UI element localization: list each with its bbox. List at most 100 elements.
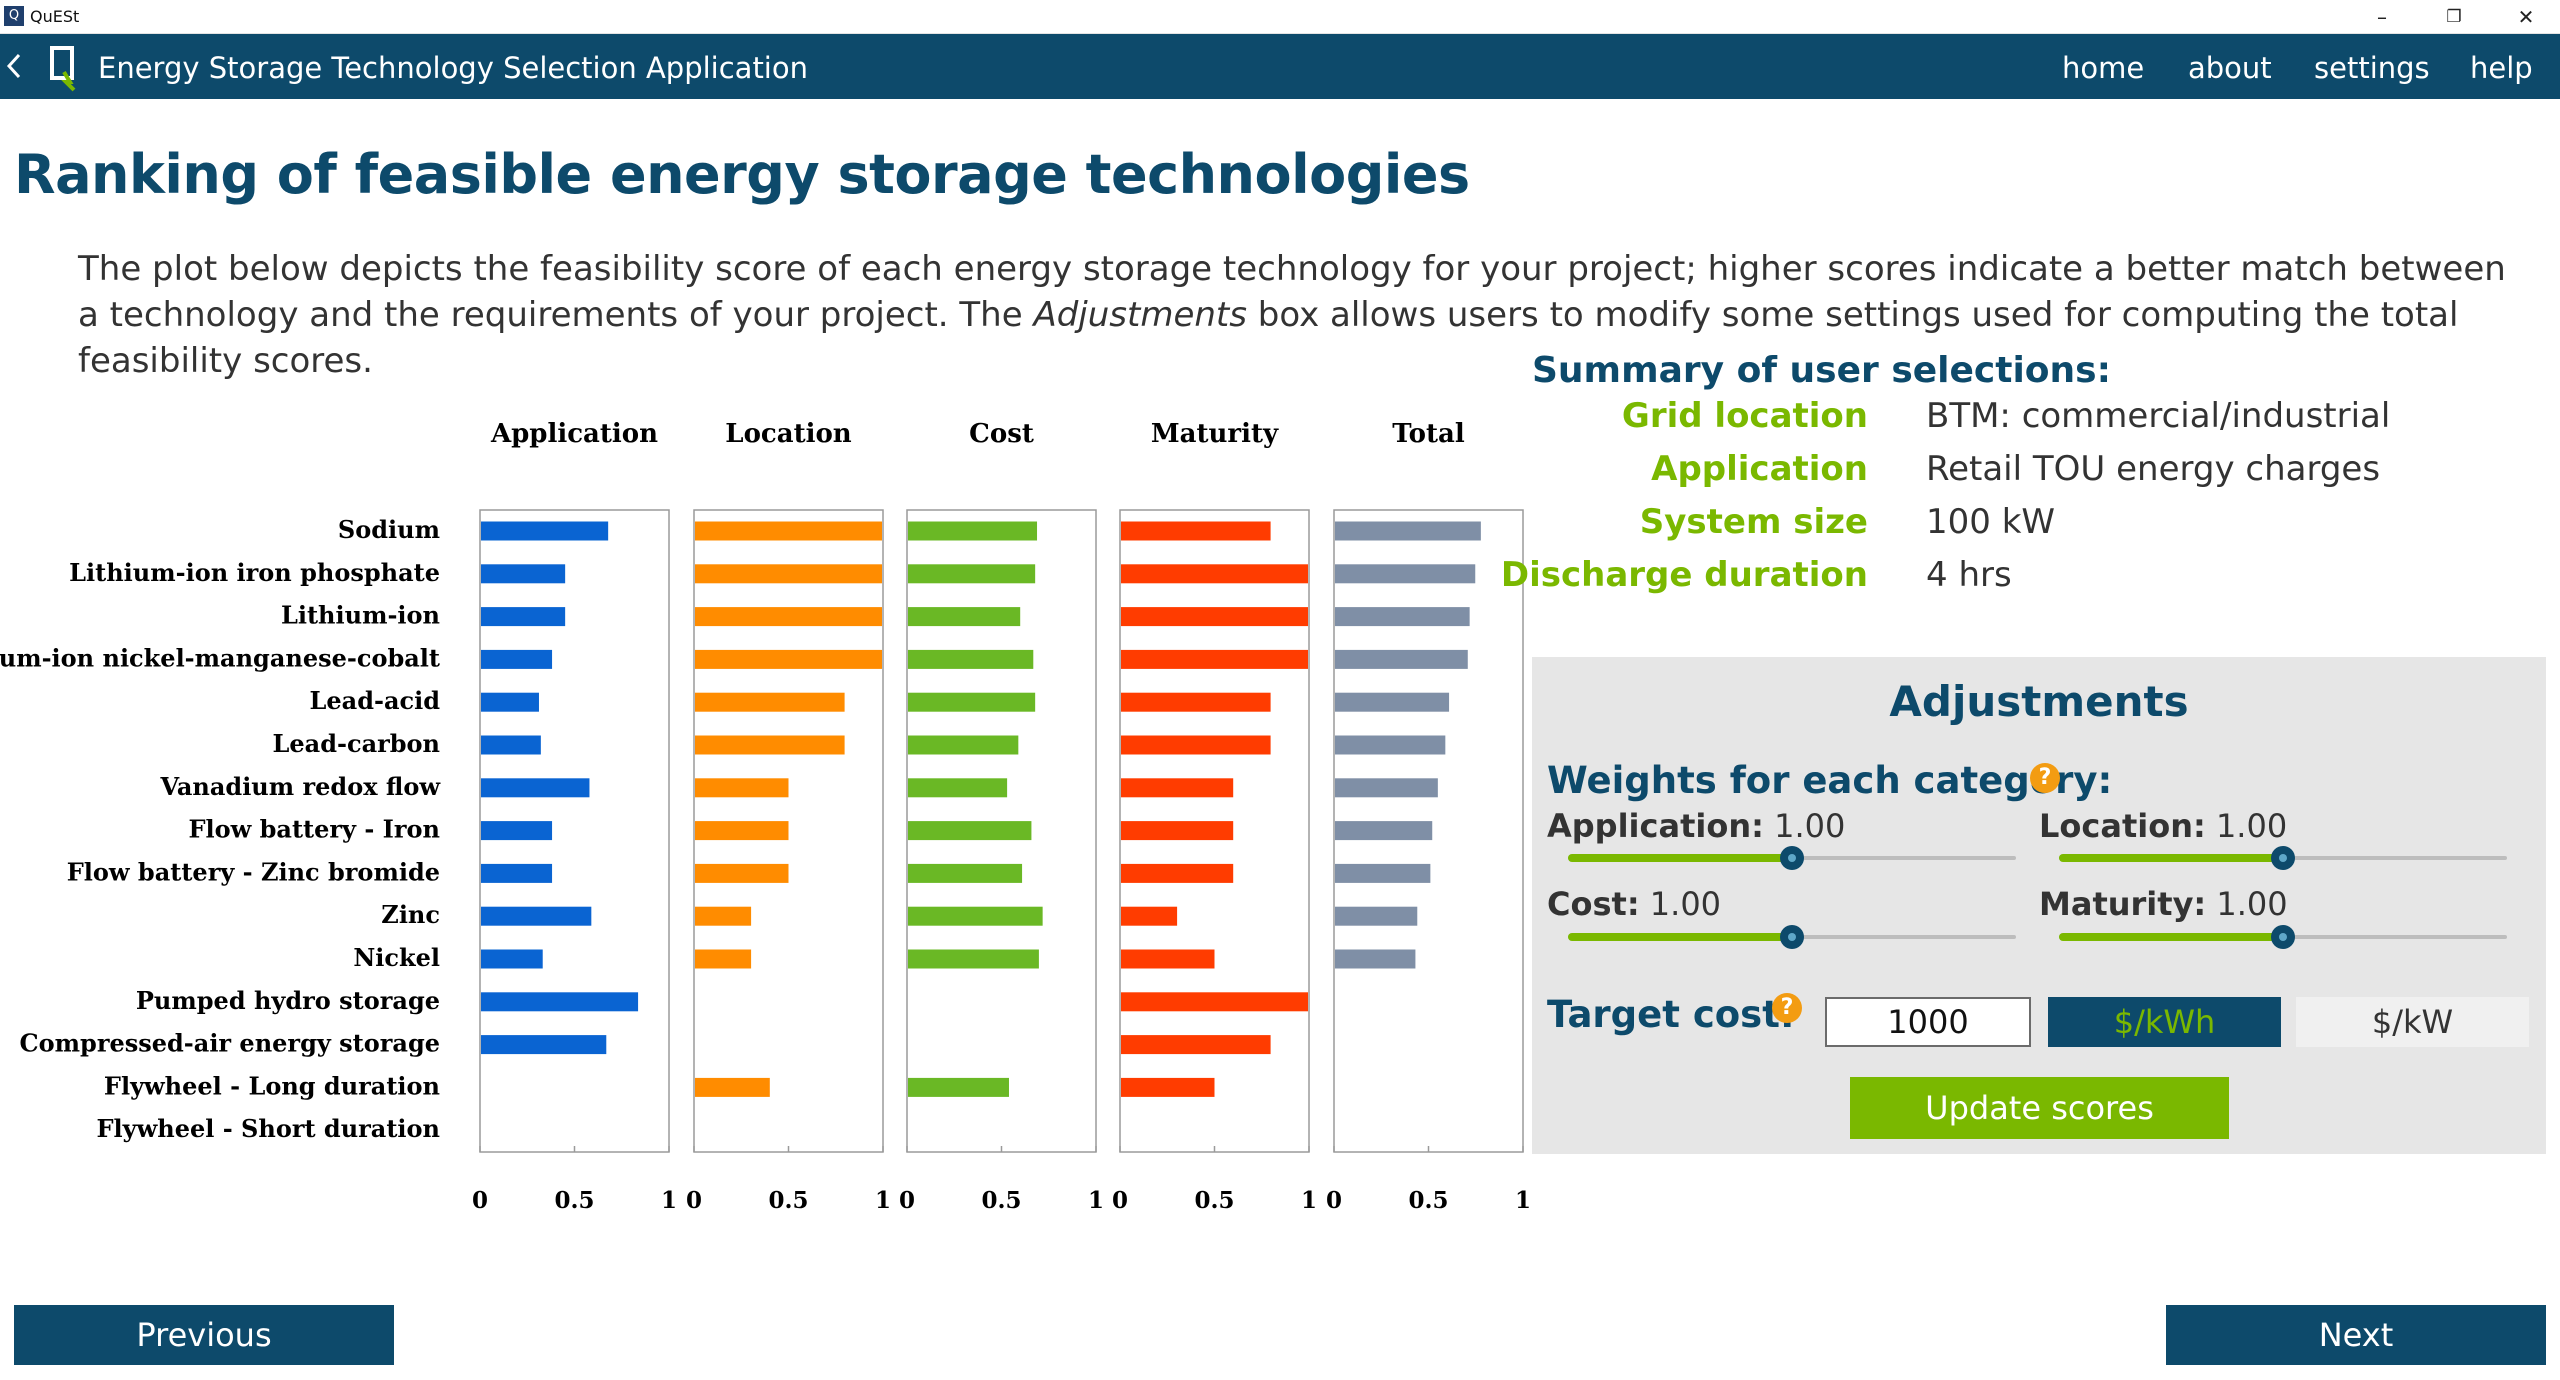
- score-bar: [1121, 649, 1308, 669]
- slider-thumb[interactable]: [1780, 925, 1804, 949]
- score-bar: [695, 649, 882, 669]
- description-adjustments-term: Adjustments: [1033, 295, 1247, 335]
- score-bar: [695, 949, 752, 969]
- score-bar: [1335, 521, 1481, 541]
- minimize-button[interactable]: –: [2377, 5, 2387, 29]
- adjustments-panel: Adjustments Weights for each category: ?…: [1532, 657, 2546, 1154]
- score-bar: [908, 649, 1034, 669]
- score-bar: [908, 821, 1032, 841]
- panel-title: Maturity: [1151, 419, 1279, 449]
- weights-label: Weights for each category:: [1547, 759, 2113, 802]
- score-bar: [1335, 863, 1431, 883]
- score-bar: [1335, 564, 1476, 584]
- score-bar: [481, 1035, 607, 1055]
- score-bar: [1121, 521, 1271, 541]
- score-bar: [481, 863, 553, 883]
- app-title: Energy Storage Technology Selection Appl…: [98, 51, 808, 85]
- weight-location-slider[interactable]: [2059, 846, 2507, 870]
- weight-application-label: Application: 1.00: [1547, 807, 1845, 845]
- x-tick-label: 0: [899, 1187, 915, 1214]
- category-label: Vanadium redox flow: [159, 772, 441, 801]
- score-bar: [481, 692, 539, 712]
- weight-cost-label: Cost: 1.00: [1547, 885, 1721, 923]
- score-bar: [908, 607, 1021, 627]
- score-bar: [695, 735, 845, 755]
- nav-home[interactable]: home: [2062, 51, 2145, 85]
- slider-thumb[interactable]: [1780, 846, 1804, 870]
- weight-maturity-label: Maturity: 1.00: [2039, 885, 2288, 923]
- panel-title: Cost: [969, 419, 1034, 449]
- category-label: Flow battery - Iron: [188, 815, 440, 844]
- score-bar: [1121, 607, 1308, 627]
- adjustments-title: Adjustments: [1889, 677, 2189, 726]
- score-bar: [1335, 607, 1470, 627]
- score-bar: [1335, 735, 1446, 755]
- score-bar: [695, 863, 789, 883]
- category-label: Lead-acid: [310, 686, 441, 715]
- score-bar: [908, 778, 1008, 798]
- score-bar: [1335, 649, 1468, 669]
- slider-thumb[interactable]: [2271, 925, 2295, 949]
- score-bar: [1121, 564, 1308, 584]
- close-button[interactable]: ✕: [2517, 5, 2535, 29]
- weight-maturity-slider[interactable]: [2059, 925, 2507, 949]
- slider-fill: [1568, 933, 1792, 941]
- score-bar: [1121, 1035, 1271, 1055]
- back-chevron-icon[interactable]: [4, 47, 26, 85]
- slider-fill: [1568, 854, 1792, 862]
- x-tick-label: 0: [1326, 1187, 1342, 1214]
- score-bar: [695, 692, 845, 712]
- weight-application-slider[interactable]: [1568, 846, 2016, 870]
- x-tick-label: 0: [1112, 1187, 1128, 1214]
- category-label: Compressed-air energy storage: [20, 1029, 440, 1058]
- x-tick-label: 0.5: [554, 1187, 594, 1214]
- category-label: Sodium: [338, 515, 440, 544]
- score-bar: [1121, 992, 1308, 1012]
- score-bar: [908, 1077, 1009, 1097]
- summary-value-discharge-duration: 4 hrs: [1926, 555, 2012, 595]
- nav-settings[interactable]: settings: [2314, 51, 2430, 85]
- summary-value-grid-location: BTM: commercial/industrial: [1926, 396, 2391, 436]
- score-bar: [481, 564, 566, 584]
- weight-cost-name: Cost:: [1547, 885, 1640, 923]
- description-text-1: The plot below depicts the feasibility s…: [78, 249, 2506, 335]
- slider-thumb[interactable]: [2271, 846, 2295, 870]
- x-tick-label: 0: [686, 1187, 702, 1214]
- next-button[interactable]: Next: [2166, 1305, 2546, 1365]
- panel-title: Application: [490, 419, 658, 449]
- weight-location-label: Location: 1.00: [2039, 807, 2287, 845]
- previous-button[interactable]: Previous: [14, 1305, 394, 1365]
- score-bar: [1121, 735, 1271, 755]
- target-cost-help-icon[interactable]: ?: [1772, 993, 1802, 1023]
- score-bar: [1335, 821, 1433, 841]
- category-label: Flywheel - Long duration: [104, 1071, 440, 1100]
- summary-label-application: Application: [1651, 449, 1868, 489]
- description-text-2: box allows users to modify some settings…: [78, 295, 2459, 381]
- category-label: Pumped hydro storage: [136, 986, 440, 1015]
- score-bar: [1121, 949, 1215, 969]
- target-cost-input[interactable]: [1825, 997, 2031, 1047]
- x-tick-label: 1: [1088, 1187, 1104, 1214]
- update-scores-button[interactable]: Update scores: [1850, 1077, 2229, 1139]
- x-tick-label: 0.5: [1408, 1187, 1448, 1214]
- weight-cost-value: 1.00: [1649, 885, 1722, 923]
- restore-button[interactable]: ❐: [2446, 7, 2462, 27]
- x-tick-label: 1: [1515, 1187, 1531, 1214]
- nav-about[interactable]: about: [2188, 51, 2272, 85]
- page-title: Ranking of feasible energy storage techn…: [14, 143, 1470, 206]
- score-bar: [1121, 906, 1178, 926]
- unit-per-kwh-toggle[interactable]: $/kWh: [2048, 997, 2281, 1047]
- score-bar: [908, 949, 1039, 969]
- unit-per-kw-toggle[interactable]: $/kW: [2296, 997, 2529, 1047]
- weight-maturity-name: Maturity:: [2039, 885, 2207, 923]
- panel-title: Location: [725, 419, 852, 449]
- score-bar: [908, 521, 1038, 541]
- score-bar: [908, 863, 1023, 883]
- weights-help-icon[interactable]: ?: [2030, 763, 2060, 793]
- summary-label-system-size: System size: [1639, 502, 1868, 542]
- score-bar: [695, 607, 882, 627]
- category-label: Flywheel - Short duration: [97, 1114, 441, 1143]
- weight-cost-slider[interactable]: [1568, 925, 2016, 949]
- summary-value-application: Retail TOU energy charges: [1926, 449, 2381, 489]
- nav-help[interactable]: help: [2470, 51, 2533, 85]
